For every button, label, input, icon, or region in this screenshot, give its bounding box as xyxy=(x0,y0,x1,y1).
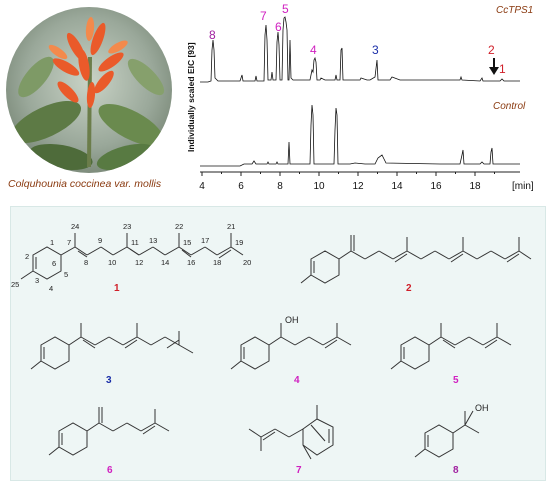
trace-control xyxy=(200,104,520,167)
atom-number: 17 xyxy=(201,236,209,245)
tick-label: 12 xyxy=(352,181,364,192)
atom-number: 11 xyxy=(131,238,139,247)
peak-label: 8 xyxy=(209,28,216,42)
oh-label: OH xyxy=(285,315,299,325)
compound-label: 1 xyxy=(114,283,120,294)
atom-number: 25 xyxy=(11,280,19,289)
tick-label: 14 xyxy=(391,181,403,192)
atom-number: 6 xyxy=(52,259,56,268)
atom-number: 9 xyxy=(98,236,102,245)
compound-label: 7 xyxy=(296,465,302,476)
flower-photo xyxy=(6,7,172,173)
peak-label: 4 xyxy=(310,43,317,57)
structure-2 xyxy=(300,235,532,284)
structure-5 xyxy=(390,323,512,370)
atom-number: 23 xyxy=(123,222,131,231)
chromatogram: Individually scaled EIC [93] 4 6 8 10 xyxy=(180,0,554,196)
tick-label: 6 xyxy=(238,181,244,192)
tick-label: 18 xyxy=(469,181,481,192)
trace-label-cctps1: CcTPS1 xyxy=(496,5,533,16)
compound-label: 5 xyxy=(453,375,459,386)
x-ticks xyxy=(201,172,495,176)
compound-label: 3 xyxy=(106,375,112,386)
peak-label: 6 xyxy=(275,20,282,34)
atom-number: 7 xyxy=(67,238,71,247)
structure-6 xyxy=(48,407,170,456)
atom-number: 22 xyxy=(175,222,183,231)
compound-label: 8 xyxy=(453,465,459,476)
compound-label: 4 xyxy=(294,375,300,386)
peak-label: 5 xyxy=(282,2,289,16)
structure-7 xyxy=(248,405,334,460)
trace-label-control: Control xyxy=(493,101,526,112)
atom-number: 19 xyxy=(235,238,243,247)
trace-cctps1 xyxy=(200,16,520,83)
tick-label: 10 xyxy=(313,181,325,192)
structures-panel: 1 2 3 4 5 6 7 8 9 10 11 12 13 14 15 16 1… xyxy=(10,206,546,481)
tick-label: 16 xyxy=(430,181,442,192)
peak-label: 7 xyxy=(260,9,267,23)
atom-number: 14 xyxy=(161,258,169,267)
atom-number: 16 xyxy=(187,258,195,267)
atom-number: 20 xyxy=(243,258,251,267)
compound-label: 2 xyxy=(406,283,412,294)
arrow-down-icon xyxy=(489,58,499,75)
structure-8 xyxy=(414,410,480,458)
peak-label: 2 xyxy=(488,43,495,57)
atom-number: 3 xyxy=(35,276,39,285)
tick-label: 8 xyxy=(277,181,283,192)
x-unit: [min] xyxy=(512,181,534,192)
atom-number: 24 xyxy=(71,222,79,231)
atom-number: 1 xyxy=(50,238,54,247)
tick-label: 4 xyxy=(199,181,205,192)
peak-label: 3 xyxy=(372,43,379,57)
atom-number: 18 xyxy=(213,258,221,267)
atom-number: 4 xyxy=(49,284,53,293)
compound-label: 6 xyxy=(107,465,113,476)
chromatogram-ylabel: Individually scaled EIC [93] xyxy=(186,42,196,152)
peak-label: 1 xyxy=(499,62,506,76)
photo-caption: Colquhounia coccinea var. mollis xyxy=(8,178,162,190)
atom-number: 21 xyxy=(227,222,235,231)
oh-label: OH xyxy=(475,403,489,413)
atom-number: 8 xyxy=(84,258,88,267)
atom-number: 13 xyxy=(149,236,157,245)
atom-number: 2 xyxy=(25,252,29,261)
structure-3 xyxy=(30,323,194,370)
atom-number: 15 xyxy=(183,238,191,247)
atom-number: 12 xyxy=(135,258,143,267)
structure-4 xyxy=(230,323,352,370)
atom-number: 10 xyxy=(108,258,116,267)
atom-number: 5 xyxy=(64,270,68,279)
structure-1 xyxy=(20,233,244,280)
